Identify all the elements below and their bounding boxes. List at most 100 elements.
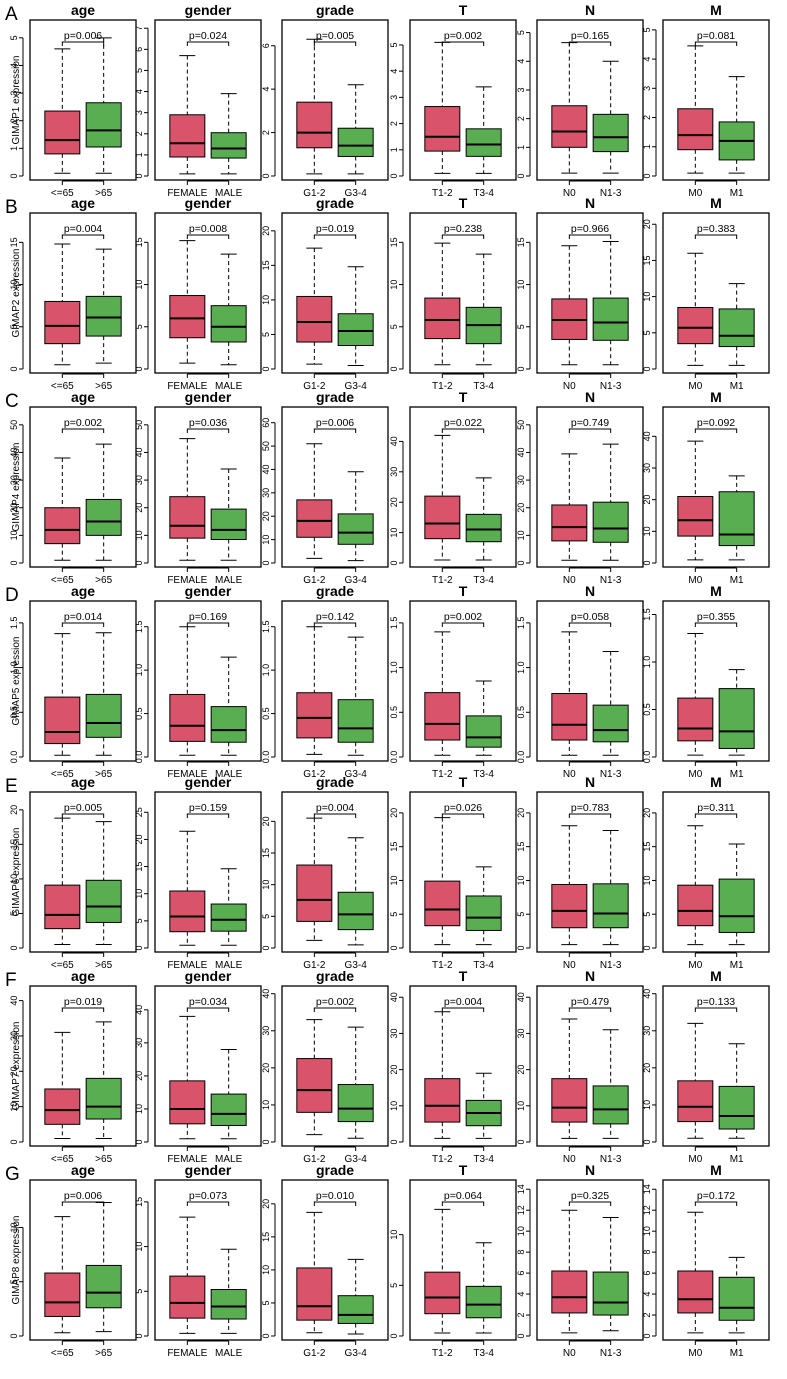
significance-bracket: [313, 428, 357, 433]
box-group-a: [677, 108, 714, 151]
y-tick-label: 0: [9, 560, 19, 565]
y-tick-label: 1: [134, 152, 144, 157]
y-tick-label: 0: [389, 366, 399, 371]
y-tick-label: 5: [261, 914, 271, 919]
plot-frame: [281, 600, 389, 762]
box-group-a: [296, 295, 333, 343]
box-group-b: [592, 113, 629, 153]
panel-title: T: [459, 389, 468, 405]
panel-title: age: [71, 2, 95, 18]
x-category-label: N1-3: [600, 1154, 622, 1165]
y-tick-label: 14: [642, 1184, 652, 1194]
y-tick-label: 0: [389, 1139, 399, 1144]
x-category-label: M0: [688, 1348, 702, 1359]
y-tick-label: 0: [642, 366, 652, 371]
y-tick-label: 5: [642, 27, 652, 32]
x-category-label: T1-2: [432, 960, 453, 971]
panel-title: gender: [185, 389, 232, 405]
p-value-label: p=0.002: [316, 996, 354, 1008]
panel-title: N: [585, 2, 595, 18]
y-axis-label: GIMAP2 expression: [11, 249, 22, 338]
y-tick-label: 7: [134, 26, 144, 31]
y-tick-label: 3: [9, 91, 19, 96]
y-tick-label: 10: [9, 530, 19, 540]
x-category-label: M1: [730, 1154, 744, 1165]
box-group-a: [424, 106, 461, 152]
y-tick-label: 0: [516, 1333, 526, 1338]
plot-frame: [662, 791, 770, 953]
significance-bracket: [186, 428, 230, 433]
box-group-b: [337, 313, 374, 347]
box-group-a: [44, 884, 81, 930]
y-tick-label: 50: [516, 420, 526, 430]
box-group-b: [210, 132, 247, 159]
plot-frame: [29, 1179, 137, 1341]
box-group-a: [169, 114, 206, 158]
plot-frame: [154, 19, 262, 181]
y-tick-label: 1.5: [389, 617, 399, 630]
y-tick-label: 0: [261, 945, 271, 950]
y-tick-label: 1: [9, 146, 19, 151]
significance-bracket: [313, 622, 357, 627]
panel-title: M: [710, 389, 722, 405]
y-tick-label: 0: [134, 1333, 144, 1338]
y-tick-label: 5: [642, 912, 652, 917]
significance-bracket: [568, 41, 612, 46]
y-tick-label: 1.0: [9, 661, 19, 674]
y-tick-label: 5: [516, 912, 526, 917]
significance-bracket: [186, 1201, 230, 1206]
y-tick-label: 5: [134, 68, 144, 73]
y-tick-label: 5: [134, 918, 144, 923]
significance-bracket: [694, 622, 738, 627]
x-category-label: T3-4: [473, 1154, 494, 1165]
y-tick-label: 1: [389, 147, 399, 152]
y-tick-label: 20: [261, 511, 271, 521]
y-axis-label: GIMAP8 expression: [11, 1216, 22, 1305]
y-tick-label: 40: [516, 447, 526, 457]
panel-D-grade: grade 0.0 0.5 1.0 1.5 G1-2 G3-4 p=0.142: [261, 583, 389, 780]
y-tick-label: 8: [642, 1250, 652, 1255]
p-value-label: p=0.006: [64, 1190, 102, 1202]
y-tick-label: 20: [261, 816, 271, 826]
box-group-b: [718, 878, 755, 933]
y-tick-label: 5: [516, 30, 526, 35]
significance-bracket: [441, 1201, 485, 1206]
panel-G-grade: grade 0 5 10 15 20 G1-2 G3-4 p=0.010: [261, 1162, 389, 1359]
x-category-label: G3-4: [345, 381, 368, 392]
panel-A-t: T 0 1 2 3 4 5 T1-2 T3-4 p=0.002: [389, 2, 517, 199]
significance-bracket: [61, 41, 105, 46]
y-tick-label: 0: [642, 1333, 652, 1338]
p-value-label: p=0.019: [64, 996, 102, 1008]
x-category-label: N0: [563, 575, 576, 586]
x-category-label: >65: [95, 960, 112, 971]
panel-title: grade: [316, 1162, 354, 1178]
y-tick-label: 10: [261, 295, 271, 305]
y-tick-label: 30: [516, 1028, 526, 1038]
y-tick-label: 4: [516, 59, 526, 64]
box-group-a: [424, 692, 461, 741]
y-tick-label: 10: [389, 875, 399, 885]
box-group-a: [677, 306, 714, 345]
y-tick-label: 1.0: [134, 664, 144, 677]
box-group-a: [424, 1078, 461, 1123]
x-category-label: G3-4: [345, 769, 368, 780]
p-value-label: p=0.026: [444, 802, 482, 814]
p-value-label: p=0.073: [189, 1190, 227, 1202]
x-category-label: G1-2: [303, 1154, 326, 1165]
box-group-a: [296, 101, 333, 149]
significance-bracket: [186, 622, 230, 627]
x-category-label: G1-2: [303, 960, 326, 971]
y-tick-label: 2: [642, 115, 652, 120]
box-group-a: [44, 696, 81, 745]
plot-frame: [536, 212, 644, 374]
box-group-b: [465, 1285, 502, 1319]
x-category-label: N1-3: [600, 188, 622, 199]
panel-D-n: N 0.0 0.5 1.0 1.5 N0 N1-3 p=0.058: [516, 583, 644, 780]
y-tick-label: 10: [516, 1101, 526, 1111]
significance-bracket: [61, 622, 105, 627]
panel-E-t: T 0 5 10 15 20 T1-2 T3-4 p=0.026: [389, 774, 517, 971]
